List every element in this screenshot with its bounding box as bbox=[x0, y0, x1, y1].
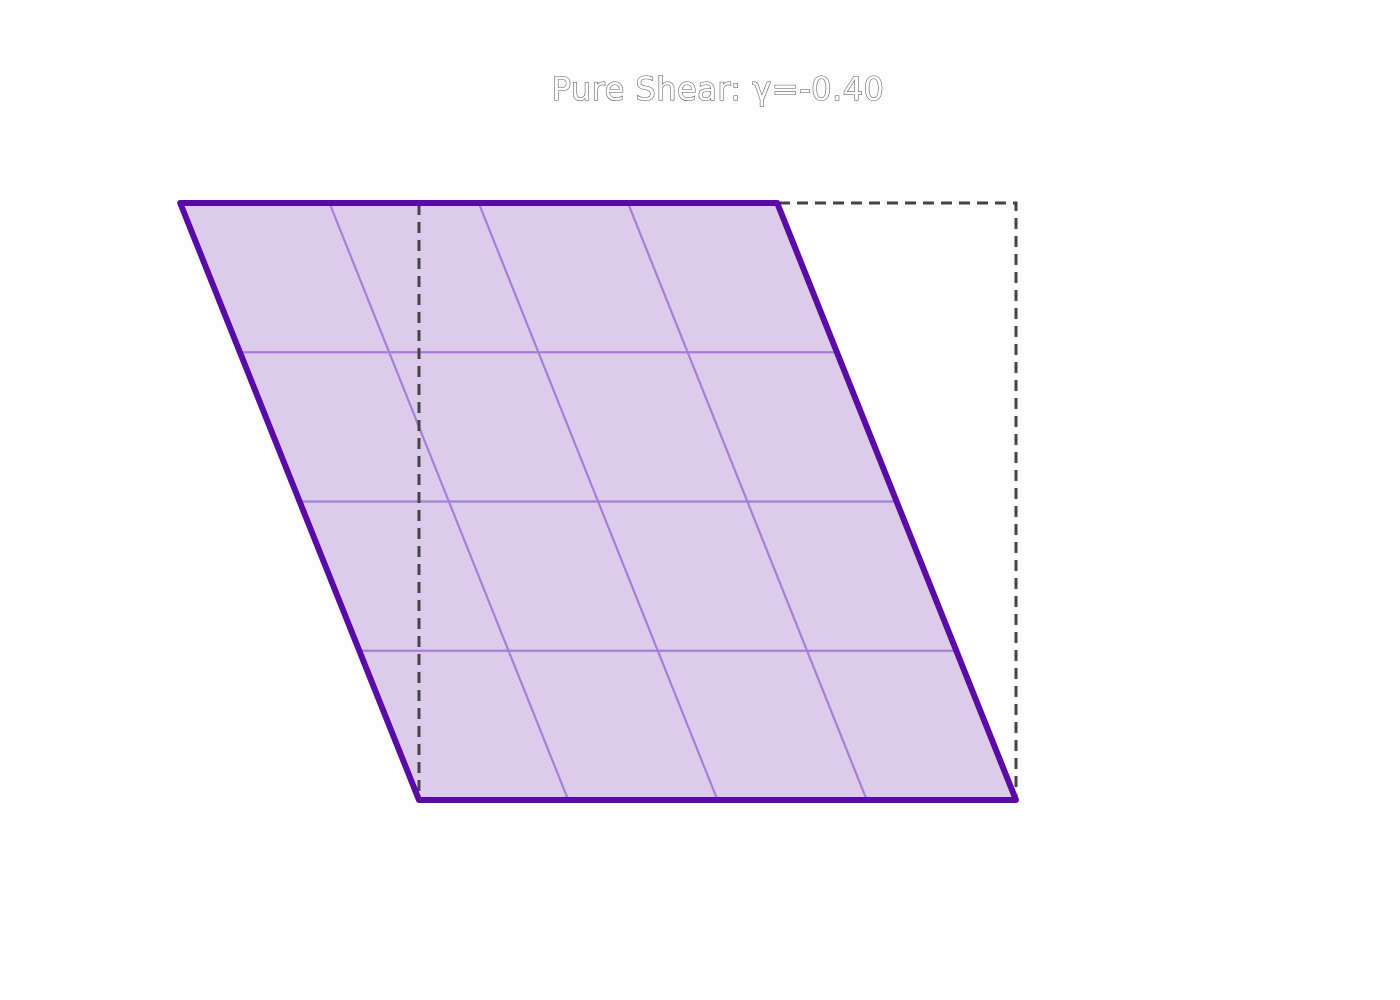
deformed-grid bbox=[239, 202, 957, 801]
grid-line-slanted bbox=[477, 202, 719, 801]
page-title: Pure Shear: γ=-0.40 bbox=[551, 69, 885, 108]
sheared-square-outline bbox=[177, 200, 1019, 803]
grid-line-slanted bbox=[626, 202, 868, 801]
